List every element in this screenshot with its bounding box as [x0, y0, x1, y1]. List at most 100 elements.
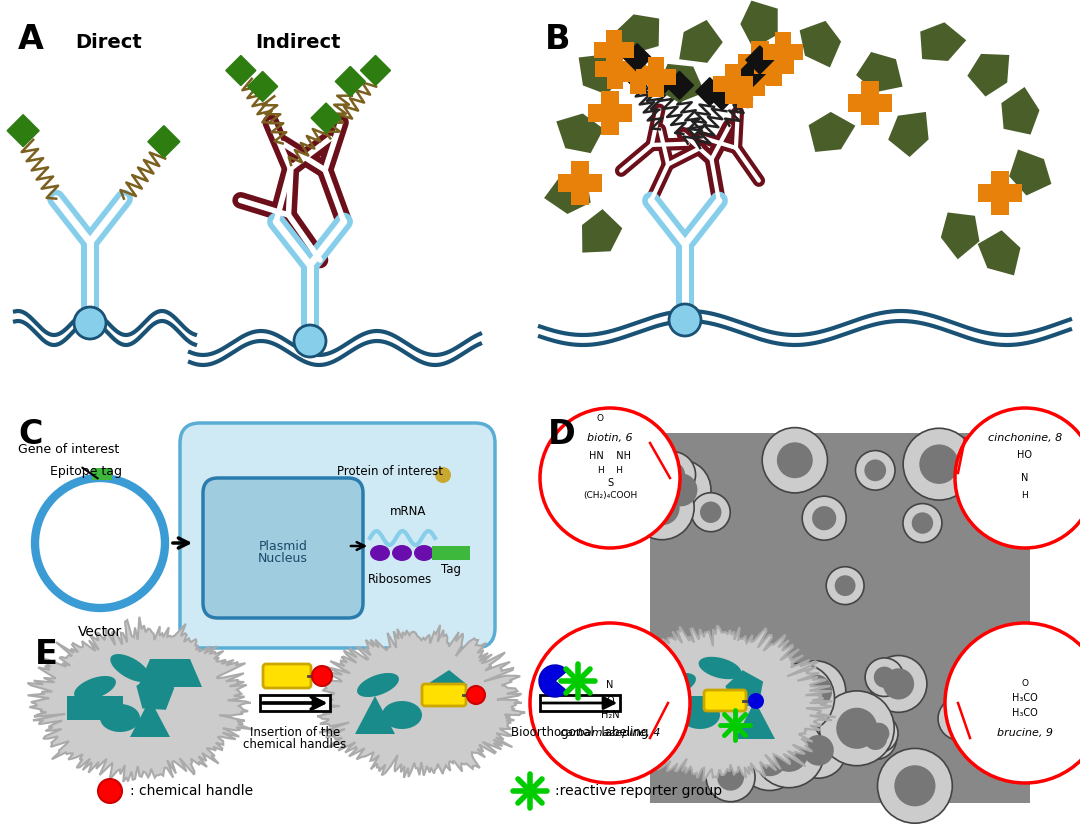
Polygon shape — [355, 696, 395, 734]
Polygon shape — [941, 212, 980, 259]
FancyBboxPatch shape — [571, 161, 589, 205]
Circle shape — [1003, 511, 1027, 535]
Text: H₃CO: H₃CO — [1012, 693, 1038, 703]
Circle shape — [759, 666, 818, 724]
Polygon shape — [582, 209, 622, 252]
Polygon shape — [809, 112, 855, 152]
Circle shape — [730, 720, 740, 731]
Polygon shape — [738, 60, 766, 87]
Circle shape — [540, 408, 680, 548]
FancyBboxPatch shape — [92, 468, 112, 480]
Ellipse shape — [699, 656, 741, 679]
FancyBboxPatch shape — [755, 57, 795, 74]
FancyBboxPatch shape — [713, 76, 753, 92]
Circle shape — [685, 666, 735, 716]
Text: HO: HO — [1017, 450, 1032, 460]
Polygon shape — [544, 176, 591, 214]
Text: Indirect: Indirect — [255, 33, 340, 52]
Text: (CH₂)₄COOH: (CH₂)₄COOH — [583, 491, 637, 500]
Circle shape — [865, 658, 904, 696]
Polygon shape — [100, 704, 140, 732]
Polygon shape — [613, 14, 659, 53]
Circle shape — [754, 717, 824, 788]
Text: Nucleus: Nucleus — [258, 552, 308, 565]
Text: N: N — [606, 680, 613, 690]
Polygon shape — [1009, 149, 1052, 196]
Ellipse shape — [75, 676, 116, 700]
Polygon shape — [708, 82, 737, 110]
Circle shape — [983, 436, 1021, 474]
Polygon shape — [746, 46, 773, 74]
Text: carbamazepine, 4: carbamazepine, 4 — [559, 728, 660, 738]
FancyBboxPatch shape — [978, 184, 1022, 202]
Polygon shape — [726, 671, 764, 707]
Circle shape — [738, 727, 801, 791]
Circle shape — [835, 576, 855, 596]
Text: Tag: Tag — [441, 563, 461, 576]
FancyBboxPatch shape — [594, 42, 634, 57]
Text: E: E — [35, 638, 58, 671]
Ellipse shape — [357, 673, 399, 697]
Polygon shape — [148, 126, 180, 157]
Polygon shape — [311, 625, 525, 778]
Text: N: N — [1022, 473, 1028, 483]
Polygon shape — [226, 56, 256, 86]
FancyBboxPatch shape — [631, 54, 646, 94]
Polygon shape — [136, 673, 174, 710]
Circle shape — [651, 460, 711, 520]
Ellipse shape — [110, 654, 150, 682]
FancyBboxPatch shape — [774, 32, 791, 72]
Circle shape — [669, 304, 701, 336]
Circle shape — [799, 675, 832, 708]
Text: Plasmid: Plasmid — [258, 540, 308, 552]
Polygon shape — [247, 72, 278, 102]
Ellipse shape — [392, 545, 411, 561]
FancyBboxPatch shape — [264, 664, 311, 688]
FancyBboxPatch shape — [636, 69, 676, 85]
Circle shape — [781, 679, 819, 717]
FancyBboxPatch shape — [738, 54, 782, 72]
Polygon shape — [665, 72, 693, 99]
Circle shape — [777, 442, 813, 478]
Polygon shape — [735, 701, 775, 739]
FancyBboxPatch shape — [422, 684, 465, 706]
Text: S: S — [607, 478, 613, 488]
Ellipse shape — [370, 545, 390, 561]
Circle shape — [98, 779, 122, 803]
Circle shape — [572, 675, 584, 687]
Polygon shape — [130, 699, 170, 737]
Polygon shape — [647, 67, 675, 96]
Circle shape — [762, 427, 827, 493]
Circle shape — [711, 671, 742, 702]
Polygon shape — [968, 54, 1010, 97]
Polygon shape — [138, 659, 202, 687]
Text: D: D — [548, 418, 576, 451]
Polygon shape — [361, 56, 391, 86]
Circle shape — [945, 623, 1080, 783]
Circle shape — [919, 445, 959, 484]
Circle shape — [939, 697, 982, 741]
Circle shape — [698, 658, 755, 715]
Circle shape — [820, 691, 894, 766]
Circle shape — [660, 462, 685, 487]
Text: Gene of interest: Gene of interest — [18, 443, 119, 456]
Text: biotin, 6: biotin, 6 — [588, 433, 633, 443]
Ellipse shape — [414, 545, 434, 561]
FancyBboxPatch shape — [607, 49, 623, 89]
Circle shape — [75, 307, 106, 339]
Circle shape — [868, 723, 889, 744]
FancyBboxPatch shape — [180, 423, 495, 648]
FancyBboxPatch shape — [652, 696, 708, 720]
FancyBboxPatch shape — [725, 63, 741, 103]
Polygon shape — [556, 113, 604, 153]
Text: H₃CO: H₃CO — [1012, 708, 1038, 718]
Circle shape — [772, 679, 805, 711]
FancyBboxPatch shape — [704, 690, 746, 711]
Circle shape — [812, 506, 836, 531]
Text: Direct: Direct — [75, 33, 141, 52]
Polygon shape — [977, 230, 1021, 276]
Circle shape — [870, 656, 927, 712]
Polygon shape — [679, 20, 723, 62]
FancyBboxPatch shape — [991, 171, 1009, 215]
Text: chemical handles: chemical handles — [243, 738, 347, 751]
